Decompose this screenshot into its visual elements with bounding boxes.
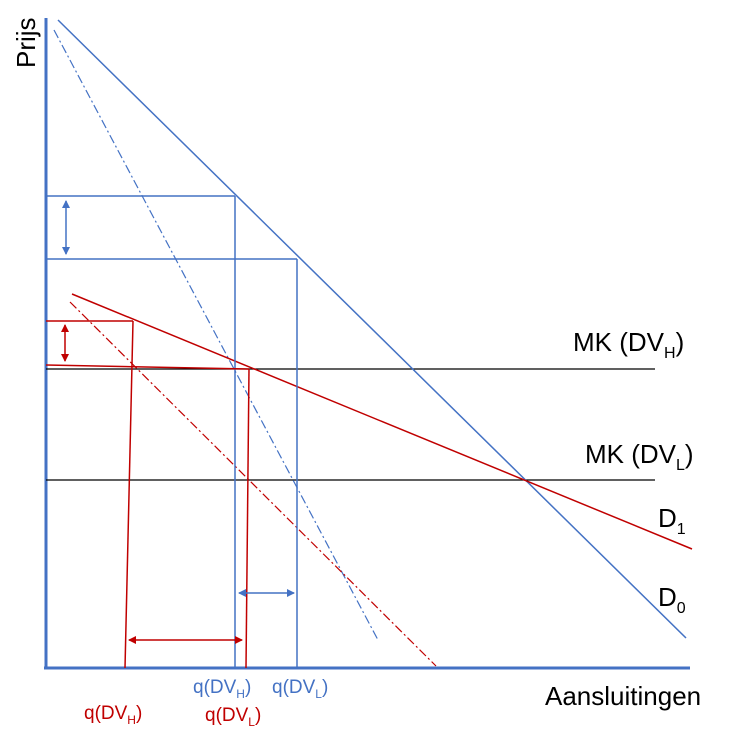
red-quantity-low-line	[245, 368, 250, 669]
q-red-low-main: q(DV	[205, 705, 249, 726]
d0-label: D0	[658, 582, 686, 617]
q-blue-high-sub: H	[236, 687, 245, 701]
q-blue-low-label: q(DVL)	[272, 677, 328, 701]
q-blue-high-main: q(DV	[193, 677, 237, 698]
q-blue-high-close: )	[245, 677, 251, 698]
mc-high-label-main: MK (DV	[573, 327, 665, 357]
q-red-low-close: )	[255, 705, 261, 726]
mc-low-label-sub: L	[676, 457, 685, 474]
mc-high-label-sub: H	[664, 345, 676, 362]
q-blue-low-sub: L	[315, 687, 322, 701]
q-blue-low-close: )	[322, 677, 328, 698]
d1-label: D1	[658, 503, 686, 538]
y-axis-label: Prijs	[11, 17, 41, 68]
q-red-low-label: q(DVL)	[205, 705, 261, 729]
q-red-low-sub: L	[248, 715, 255, 729]
mc-low-label-main: MK (DV	[585, 439, 677, 469]
q-red-high-sub: H	[127, 713, 136, 727]
mc-low-label: MK (DVL)	[585, 439, 694, 474]
demand-d1	[71, 293, 693, 550]
demand-d1-marginal-revenue	[69, 301, 437, 667]
q-blue-high-label: q(DVH)	[193, 677, 251, 701]
mc-high-label: MK (DVH)	[573, 327, 684, 362]
q-red-high-main: q(DV	[84, 703, 128, 724]
d0-label-main: D	[658, 582, 677, 612]
mc-low-label-close: )	[685, 439, 694, 469]
mc-high-label-close: )	[676, 327, 685, 357]
red-quantity-high-line	[124, 320, 134, 669]
d1-label-main: D	[658, 503, 677, 533]
d0-label-sub: 0	[677, 600, 686, 617]
q-red-high-label: q(DVH)	[84, 703, 142, 727]
demand-d0	[57, 19, 687, 639]
d1-label-sub: 1	[677, 521, 686, 538]
q-blue-low-main: q(DV	[272, 677, 316, 698]
x-axis-label: Aansluitingen	[545, 681, 701, 711]
q-red-high-close: )	[136, 703, 142, 724]
demand-d0-marginal-revenue	[53, 29, 379, 641]
red-price-low-line	[45, 364, 250, 370]
